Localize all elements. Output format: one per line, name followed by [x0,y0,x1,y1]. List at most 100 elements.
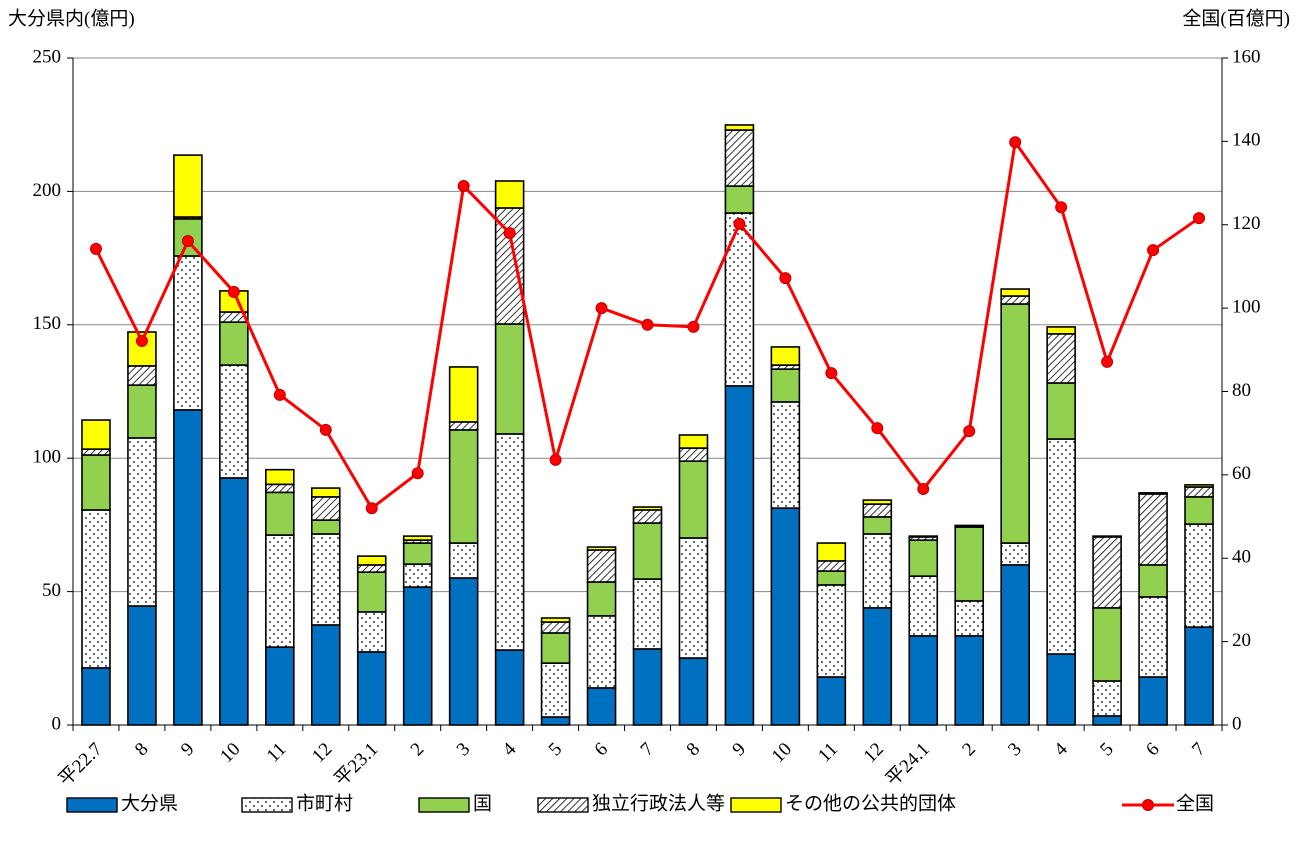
line-marker [365,502,378,515]
x-tick-label: 8 [131,739,153,761]
y-axis-label: 大分県内(億円) [8,7,135,29]
legend-swatch [66,797,118,813]
bar-segment [816,542,847,562]
bar-segment [632,522,663,580]
bar-segment [310,533,341,626]
line-marker [549,453,562,466]
bar-segment [1184,486,1214,498]
bar-segment [356,611,387,653]
bar-segment [862,516,893,535]
legend-label: その他の公共的団体 [785,792,956,814]
bar-segment [1092,680,1122,717]
bar-segment [540,632,571,664]
x-tick-label: 2 [958,739,980,761]
x-tick-label: 10 [216,739,244,767]
bar-segment [724,124,755,131]
x-tick-label: 12 [860,739,888,767]
line-marker [1101,355,1114,368]
x-tick-label: 7 [637,739,659,761]
bar-segment [81,667,111,726]
bar-segment [173,255,203,411]
bar-segment [402,586,433,726]
bar-segment [678,434,709,449]
x-tick-label: 6 [591,739,613,761]
bar-segment [1138,596,1168,678]
bar-segment [1000,564,1030,726]
bar-segment [127,437,157,607]
bar-segment [954,526,985,602]
x-tick-label: 平24.1 [882,739,934,791]
x-tick-label: 9 [728,739,750,761]
y2-tick-label: 0 [1232,713,1242,734]
bar-segment [127,365,157,386]
bar-segment [494,323,525,435]
bar-segment [678,537,709,659]
bar-segment [1184,523,1214,628]
bar-segment [265,534,295,648]
bar-segment [1000,542,1030,566]
bar-segment [1138,676,1168,726]
x-tick-label: 4 [499,738,521,760]
bar-segment [402,542,433,565]
bar-segment [632,506,663,511]
x-tick-label: 8 [683,739,705,761]
y-tick-label: 100 [33,447,62,468]
line-marker [457,179,470,192]
x-tick-label: 3 [1004,739,1026,761]
bar-segment [356,564,387,573]
bar-segment [219,364,249,479]
bar-segment [356,571,387,613]
bar-segment [356,555,387,566]
line-marker [319,423,332,436]
line-marker [89,242,102,255]
line-marker [1055,201,1068,214]
bar-segment [402,563,433,588]
x-tick-label: 7 [1188,739,1210,761]
bar-segment [494,180,525,209]
y2-tick-label: 80 [1232,380,1251,401]
bar-segment [310,487,341,498]
bar-segment [127,384,157,439]
bar-segment [724,385,755,726]
bar-segment [1000,303,1030,544]
bar-segment [1184,626,1214,726]
legend-label: 全国 [1176,792,1214,814]
bar-segment [1000,295,1030,305]
y2-tick-label: 100 [1232,296,1261,317]
bar-segment [954,635,985,726]
x-tick-label: 11 [263,739,291,767]
x-tick-label: 5 [1096,739,1118,761]
x-tick-label: 5 [545,739,567,761]
bar-segment [540,617,571,623]
line-marker [503,227,516,240]
bar-segment [586,546,617,551]
bar-segment [678,657,709,726]
line-marker [1193,212,1206,225]
line-marker [687,320,700,333]
bar-segment [724,212,755,387]
bar-segment [908,575,939,637]
bar-segment [862,533,893,609]
bar-segment [81,419,111,450]
x-tick-label: 12 [308,739,336,767]
bar-segment [586,581,617,617]
line-marker [411,467,424,480]
bar-segment [816,560,847,572]
x-tick-label: 平22.7 [55,739,107,791]
line-marker [595,302,608,315]
line-marker [1009,136,1022,149]
y2-tick-label: 140 [1232,130,1261,151]
y-tick-label: 150 [33,313,62,334]
y-tick-label: 250 [33,46,62,67]
line-marker [641,318,654,331]
bar-segment [586,687,617,726]
bar-segment [816,676,847,726]
bar-segment [632,648,663,726]
x-tick-label: 平23.1 [331,739,383,791]
line-marker [825,367,838,380]
bar-segment [1000,288,1030,297]
bar-segment [954,600,985,637]
line-marker [273,388,286,401]
bar-segment [1092,536,1122,609]
